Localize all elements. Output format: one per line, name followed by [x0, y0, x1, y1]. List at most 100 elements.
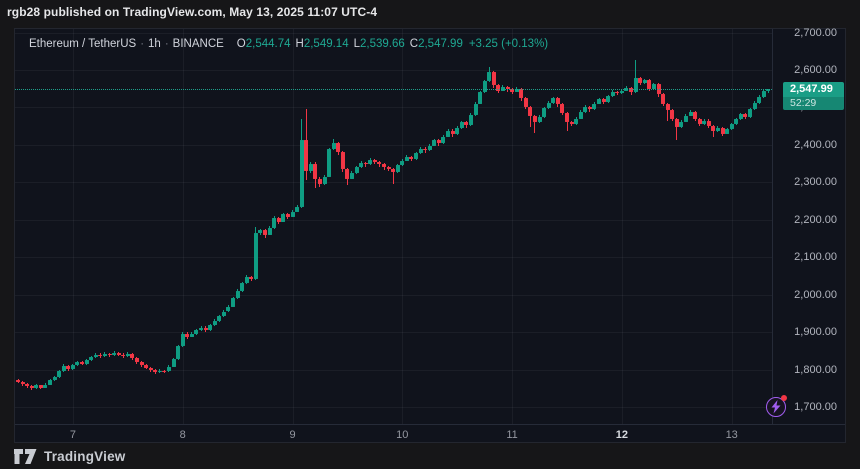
candle	[336, 142, 341, 153]
gridline-vertical	[402, 29, 403, 424]
candle	[285, 214, 290, 217]
candle	[468, 114, 473, 126]
candle	[386, 167, 391, 170]
gridline-horizontal	[15, 145, 772, 146]
candle	[665, 103, 670, 111]
candle	[226, 306, 231, 312]
candle	[217, 316, 222, 321]
candle	[244, 276, 249, 284]
candle	[752, 102, 757, 110]
candle	[400, 160, 405, 166]
gridline-horizontal	[15, 257, 772, 258]
candle	[263, 230, 268, 235]
candle	[738, 114, 743, 120]
candle	[377, 161, 382, 165]
candle	[171, 359, 176, 367]
candle	[66, 365, 71, 369]
candle	[423, 148, 428, 151]
candle	[583, 106, 588, 112]
candle-wick	[365, 161, 367, 167]
plot-area[interactable]	[15, 29, 772, 424]
candle	[290, 211, 295, 217]
price-tick-label: 2,100.00	[794, 251, 837, 264]
candle	[473, 103, 478, 115]
lightning-icon	[771, 400, 781, 414]
candle	[176, 346, 181, 360]
price-tick-label: 2,300.00	[794, 176, 837, 189]
candle	[359, 162, 364, 168]
candle	[537, 116, 542, 123]
candle	[116, 352, 121, 355]
current-price-badge[interactable]: 2,547.99 52:29	[783, 81, 844, 110]
candle	[478, 92, 483, 104]
candle	[295, 206, 300, 212]
candle	[258, 230, 263, 233]
candle	[578, 111, 583, 119]
candle	[587, 106, 592, 110]
candle	[505, 86, 510, 90]
gridline-horizontal	[15, 295, 772, 296]
candle	[642, 80, 647, 84]
legend-separator: ·	[140, 38, 145, 50]
candle	[514, 88, 519, 92]
candle	[446, 130, 451, 137]
candle	[349, 172, 354, 179]
candle	[651, 84, 656, 89]
candle-wick	[534, 114, 536, 133]
tradingview-watermark[interactable]: TradingView	[14, 448, 125, 465]
candle	[89, 357, 94, 361]
gridline-horizontal	[15, 107, 772, 108]
candle-countdown: 52:29	[783, 96, 844, 110]
candle	[107, 353, 112, 356]
candle	[464, 122, 469, 126]
candle	[84, 360, 89, 364]
candle	[25, 383, 30, 387]
candle-wick	[392, 168, 394, 185]
candle	[340, 152, 345, 170]
candle	[299, 140, 304, 207]
candle	[276, 217, 281, 222]
candle-wick	[635, 59, 637, 94]
candle	[715, 127, 720, 132]
low-label: L	[353, 38, 360, 50]
boost-button[interactable]	[766, 395, 787, 417]
time-axis[interactable]: 7 8 9 10 11 12 13	[15, 424, 845, 442]
candle	[189, 333, 194, 337]
candle-wick	[676, 117, 678, 141]
candle-wick	[667, 102, 669, 121]
candle	[199, 327, 203, 331]
candle	[235, 290, 240, 299]
time-tick-label: 8	[179, 429, 186, 441]
time-tick-label: 10	[396, 429, 409, 441]
candle	[304, 140, 309, 172]
notification-dot	[781, 395, 787, 401]
gridline-horizontal	[15, 70, 772, 71]
candle	[565, 113, 569, 122]
candle	[144, 365, 149, 368]
candle	[75, 362, 80, 366]
candle	[532, 115, 537, 123]
price-axis[interactable]: 2,700.002,600.002,500.002,400.002,300.00…	[772, 27, 845, 424]
candle	[496, 84, 501, 91]
candle	[102, 353, 107, 357]
candle	[331, 142, 336, 150]
gridline-vertical	[732, 29, 733, 424]
symbol-title[interactable]: Ethereum / TetherUS	[29, 38, 137, 50]
gridline-vertical	[622, 29, 623, 424]
candle	[194, 330, 199, 334]
candle	[606, 96, 611, 102]
candle	[414, 153, 419, 160]
candle	[34, 385, 39, 389]
time-tick-label: 7	[69, 429, 76, 441]
chart-legend[interactable]: Ethereum / TetherUS · 1h · BINANCE O2,544.74 H…	[29, 38, 548, 50]
candle	[148, 367, 153, 371]
candle	[450, 130, 455, 135]
interval-label[interactable]: 1h	[148, 38, 161, 50]
candle-wick	[767, 88, 769, 93]
candle	[670, 110, 675, 119]
candle	[221, 311, 226, 317]
candle	[395, 165, 400, 172]
candle	[674, 118, 679, 127]
candle	[231, 298, 236, 307]
price-tick-label: 2,000.00	[794, 288, 837, 301]
